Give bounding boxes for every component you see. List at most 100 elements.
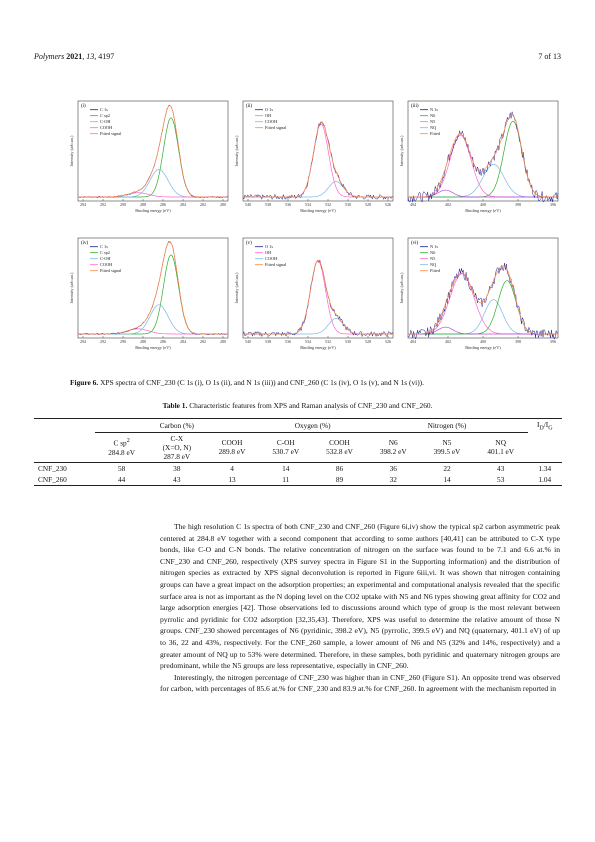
panel-id-label: (v): [246, 241, 252, 246]
table-caption: Table 1. Characteristic features from XP…: [162, 401, 433, 410]
component-peak: [243, 123, 393, 198]
legend-entry: Fitted signal: [100, 131, 122, 136]
component-peak: [408, 189, 558, 198]
fitted-signal: [243, 259, 393, 335]
component-peak: [408, 134, 558, 198]
x-tick-label: 526: [385, 339, 391, 344]
figure-caption: Figure 6. XPS spectra of CNF_230 (C 1s (…: [70, 378, 424, 387]
fitted-signal: [78, 105, 228, 198]
xps-spectrum-svg: (iii) 404 402 400 398 396 Binding energy (eV) I…: [399, 100, 559, 213]
x-tick-label: 530: [345, 202, 351, 207]
panel-id-label: (ii): [246, 104, 252, 109]
x-tick-label: 292: [100, 202, 106, 207]
fitted-signal: [78, 241, 228, 335]
col-cx: C-X (X=O, N) 287.8 eV: [162, 433, 192, 461]
x-axis-label: Binding energy (eV): [300, 208, 336, 213]
panel-id-label: (vi): [411, 241, 419, 246]
x-tick-label: 290: [120, 339, 126, 344]
legend-entry: OH: [265, 250, 271, 255]
x-axis-label: Binding energy (eV): [465, 208, 501, 213]
x-tick-label: 284: [180, 202, 186, 207]
x-tick-label: 530: [345, 339, 351, 344]
legend-entry: C 1s: [100, 107, 108, 112]
xps-panel-v: (v) 540 538 536 534 532 530 528 526 Binding energ…: [225, 232, 399, 360]
col-csp2: C sp2 284.8 eV: [108, 438, 136, 457]
x-tick-label: 288: [140, 339, 146, 344]
legend-entry: COOH: [265, 119, 277, 124]
x-tick-label: 534: [305, 339, 311, 344]
xps-panel-iii: (iii) 404 402 400 398 396 Binding energy (eV) I…: [390, 95, 564, 223]
x-tick-label: 280: [220, 202, 226, 207]
raw-signal: [408, 262, 559, 340]
legend-entry: NQ: [430, 262, 437, 267]
x-tick-label: 540: [245, 202, 251, 207]
fitted-signal: [408, 114, 558, 198]
legend-entry: Fitted signal: [265, 125, 287, 130]
x-tick-label: 400: [480, 339, 486, 344]
x-tick-label: 290: [120, 202, 126, 207]
x-tick-label: 534: [305, 202, 311, 207]
xps-panel-i: (i) 294 292 290 288 286 284 282 280 Binding energ…: [60, 95, 234, 223]
y-axis-label: Intensity (arb.un.): [69, 135, 74, 166]
xps-panel-vi: (vi) 404 402 400 398 396 Binding energy (eV) In…: [390, 232, 564, 360]
y-axis-label: Intensity (arb.un.): [69, 272, 74, 303]
legend-entry: O 1s: [265, 244, 273, 249]
x-tick-label: 398: [515, 202, 521, 207]
y-axis-label: Intensity (arb.un.): [399, 135, 404, 166]
group-carbon: Carbon (%): [94, 418, 259, 433]
legend-entry: Fitted: [430, 268, 441, 273]
y-axis-label: Intensity (arb.un.): [399, 272, 404, 303]
legend-entry: N6: [430, 250, 436, 255]
xps-spectrum-svg: (ii) 540 538 536 534 532 530 528 526 Binding ener…: [234, 100, 394, 213]
table-row: CNF_260 44 43 13 11 89 32 14 53 1.04: [34, 474, 562, 486]
xps-spectrum-svg: (iv) 294 292 290 288 286 284 282 280 Binding ener…: [69, 237, 229, 350]
xps-panel-ii: (ii) 540 538 536 534 532 530 528 526 Binding ener…: [225, 95, 399, 223]
legend-entry: C 1s: [100, 244, 108, 249]
x-tick-label: 540: [245, 339, 251, 344]
legend-entry: OH: [265, 113, 271, 118]
col-cooh-o: COOH 532.8 eV: [326, 438, 353, 457]
component-peak: [408, 280, 558, 335]
paragraph-1: The high resolution C 1s spectra of both…: [160, 522, 560, 671]
xps-raman-table: Carbon (%) Oxygen (%) Nitrogen (%) ID/IG…: [34, 418, 562, 486]
x-tick-label: 286: [160, 339, 166, 344]
x-tick-label: 526: [385, 202, 391, 207]
legend-entry: C-OH: [100, 119, 111, 124]
x-tick-label: 402: [445, 339, 451, 344]
legend-entry: Fitted: [430, 131, 441, 136]
x-tick-label: 398: [515, 339, 521, 344]
x-tick-label: 282: [200, 202, 206, 207]
legend-entry: COOH: [100, 125, 112, 130]
x-axis-label: Binding energy (eV): [465, 345, 501, 350]
col-nq: NQ 401.1 eV: [487, 438, 515, 457]
legend-entry: COOH: [100, 262, 112, 267]
running-header-journal: Polymers 2021, 13, 4197: [34, 52, 115, 61]
x-tick-label: 294: [80, 202, 86, 207]
legend-entry: C sp2: [100, 113, 110, 118]
x-tick-label: 532: [325, 339, 331, 344]
col-cooh-c: COOH 289.8 eV: [218, 438, 246, 457]
group-nitrogen: Nitrogen (%): [366, 418, 528, 433]
legend-entry: N 1s: [430, 107, 438, 112]
legend-entry: N6: [430, 113, 436, 118]
col-coh: C-OH 530.7 eV: [272, 438, 300, 457]
panel-id-label: (iv): [81, 241, 89, 246]
xps-spectrum-svg: (v) 540 538 536 534 532 530 528 526 Binding energ…: [234, 237, 394, 350]
paragraph-2: Interestingly, the nitrogen percentage o…: [160, 672, 560, 694]
legend-entry: COOH: [265, 256, 277, 261]
legend-entry: Fitted signal: [265, 262, 287, 267]
component-peak: [408, 273, 558, 335]
legend-entry: C-OH: [100, 256, 111, 261]
y-axis-label: Intensity (arb.un.): [234, 135, 239, 166]
legend-entry: N5: [430, 256, 435, 261]
group-idig: ID/IG: [536, 420, 553, 432]
x-tick-label: 284: [180, 339, 186, 344]
xps-panel-iv: (iv) 294 292 290 288 286 284 282 280 Binding ener…: [60, 232, 234, 360]
raw-signal: [242, 121, 394, 201]
raw-signal: [242, 259, 394, 338]
component-peak: [408, 326, 558, 335]
col-n6: N6 398.2 eV: [379, 438, 407, 457]
x-tick-label: 396: [550, 339, 556, 344]
x-tick-label: 538: [265, 339, 271, 344]
x-tick-label: 282: [200, 339, 206, 344]
